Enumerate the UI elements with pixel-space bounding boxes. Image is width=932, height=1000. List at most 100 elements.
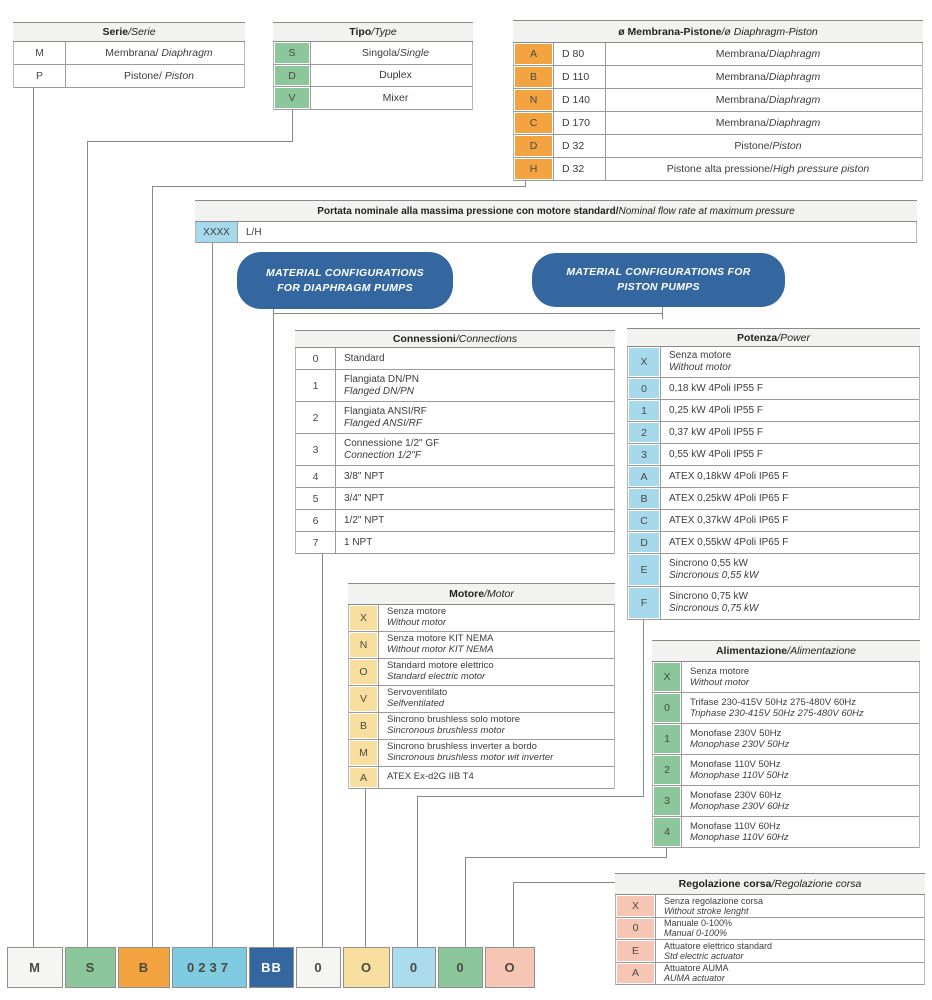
desc-cell: Sincrono 0,75 kW Sincronous 0,75 kW [661,587,919,619]
diameter-table-body: A D 80 Membrana/Diaphragm B D 110 Membra… [513,43,923,181]
desc-cell: Trifase 230-415V 50Hz 275-480V 60Hz Triph… [682,693,919,723]
desc-main: Sincrono 0,55 kW [669,558,748,570]
connector-line [322,554,323,947]
header-title-en: /Motor [484,588,514,600]
table-row: 3 0,55 kW 4Poli IP55 F [628,444,919,466]
desc-cell: Standard [336,348,614,369]
desc-cell: Connessione 1/2" GF Connection 1/2"F [336,434,614,465]
code-cell: D [628,532,661,553]
flow-rate-unit-cell: L/H [246,226,262,238]
desc-main: Monofase 230V 50Hz [690,727,782,739]
desc-main: Duplex [379,69,412,82]
tipo-table: Tipo/Type S Singola/Single D Duplex V Mi… [273,22,473,111]
code-cell: M [349,740,379,766]
table-row: 1 Flangiata DN/PN Flanged DN/PN [296,370,614,402]
header-title-it: Motore [449,588,485,600]
desc-cell: 3/4" NPT [336,488,614,509]
bottom-code-cell: B [118,947,170,988]
code-cell: V [274,87,311,110]
material-box-piston: MATERIAL CONFIGURATIONS FOR PISTON PUMPS [532,253,785,307]
diameter-table-header: ø Membrana-Pistone/ø Diaphragm-Piston [513,20,923,43]
desc-sub: Flanged ANSI/RF [344,417,422,429]
desc-main: Senza motore [387,606,447,618]
connector-line [365,789,366,947]
code-cell: P [14,65,66,87]
desc-sub: Diaphragm [768,70,821,83]
table-row: M Membrana/ Diaphragm [14,42,244,65]
table-row: A Attuatore AUMA AUMA actuator [616,962,924,985]
desc-cell: Senza regolazione corsa Without stroke le… [656,895,924,917]
desc-cell: ATEX 0,25kW 4Poli IP65 F [661,488,919,509]
header-title-it: Alimentazione [715,645,788,657]
desc-cell: Servoventilato Selfventilated [379,686,614,712]
power-table-header: Potenza/Power [627,328,920,347]
code-cell: C [628,510,661,531]
header-title-it: Serie [102,26,129,38]
desc-cell: 0,25 kW 4Poli IP55 F [661,400,919,421]
desc-cell: Membrana/Diaphragm [606,89,922,111]
connector-line [643,620,644,797]
table-row: 4 3/8" NPT [296,466,614,488]
table-row: 0 Manuale 0-100% Manual 0-100% [616,917,924,940]
table-row: A ATEX Ex-d2G IIB T4 [349,767,614,789]
power-table-body: X Senza motore Without motor 0 0,18 kW 4P… [627,347,920,620]
connector-line [273,309,274,947]
desc-sub: Without motor [387,617,447,628]
connector-line [87,141,88,947]
desc-cell: Mixer [311,87,472,109]
desc-cell: Membrana/Diaphragm [606,43,922,65]
connector-line [417,796,418,947]
table-row: C D 170 Membrana/Diaphragm [514,112,922,135]
desc-cell: 0,55 kW 4Poli IP55 F [661,444,919,465]
serie-table: Serie/Serie M Membrana/ Diaphragm P Pist… [13,22,245,88]
table-row: 3 Monofase 230V 60Hz Monophase 230V 60Hz [653,786,919,817]
code-cell: E [616,940,656,962]
header-title-it: ø Membrana-Pistone [618,25,722,38]
table-row: A ATEX 0,18kW 4Poli IP65 F [628,466,919,488]
table-row: V Servoventilato Selfventilated [349,686,614,713]
connector-line [152,186,525,187]
desc-cell: 0,18 kW 4Poli IP55 F [661,378,919,399]
desc-main: Pistone alta pressione/ [666,162,773,175]
code-cell: 2 [653,755,682,785]
desc-cell: Senza motore Without motor [379,605,614,631]
desc-sub: Standard electric motor [387,671,486,682]
motor-table-header: Motore/Motor [348,583,615,605]
code-cell: X [349,605,379,631]
desc-main: 3/4" NPT [344,492,385,504]
desc-cell: Standard motore elettrico Standard electr… [379,659,614,685]
tipo-table-body: S Singola/Single D Duplex V Mixer [273,42,473,111]
desc-cell: Pistone/ Piston [66,65,244,87]
desc-main: Standard motore elettrico [387,660,494,672]
material-box-diaphragm: MATERIAL CONFIGURATIONS FOR DIAPHRAGM PU… [237,252,453,309]
desc-sub: Flanged DN/PN [344,385,415,397]
serie-table-header: Serie/Serie [13,22,245,42]
desc-cell: Duplex [311,65,472,87]
code-cell: 7 [296,532,336,553]
desc-main: Connessione 1/2" GF [344,437,440,449]
table-row: D D 32 Pistone/Piston [514,135,922,158]
code-cell: X [616,895,656,917]
connector-line [662,307,663,319]
table-row: 0 Trifase 230-415V 50Hz 275-480V 60Hz Tri… [653,693,919,724]
table-row: E Attuatore elettrico standard Std electr… [616,940,924,963]
desc-sub: Std electric actuator [664,950,744,961]
code-cell: X [653,662,682,692]
desc-main: Membrana/ [715,116,769,129]
desc-main: Senza motore [669,350,732,362]
code-cell: A [349,767,379,788]
table-row: N Senza motore KIT NEMA Without motor KIT… [349,632,614,659]
desc-sub: Sincronous brushless motor wit inverter [387,752,554,763]
desc-main: Sincrono 0,75 kW [669,591,748,603]
stroke-adjustment-table: Regolazione corsa/Regolazione corsa X Se… [615,873,925,985]
desc-cell: Manuale 0-100% Manual 0-100% [656,918,924,940]
table-row: 7 1 NPT [296,532,614,554]
bottom-code-cell: 0 [438,947,483,988]
desc-main: Senza regolazione corsa [664,895,764,906]
desc-main: Singola/ [361,46,400,59]
motor-table: Motore/Motor X Senza motore Without motor… [348,583,615,789]
desc-sub: Triphase 230-415V 50Hz 275-480V 60Hz [690,708,864,719]
desc-main: ATEX 0,25kW 4Poli IP65 F [669,492,789,504]
table-row: 1 Monofase 230V 50Hz Monophase 230V 50Hz [653,724,919,755]
desc-main: Membrana/ [715,47,769,60]
